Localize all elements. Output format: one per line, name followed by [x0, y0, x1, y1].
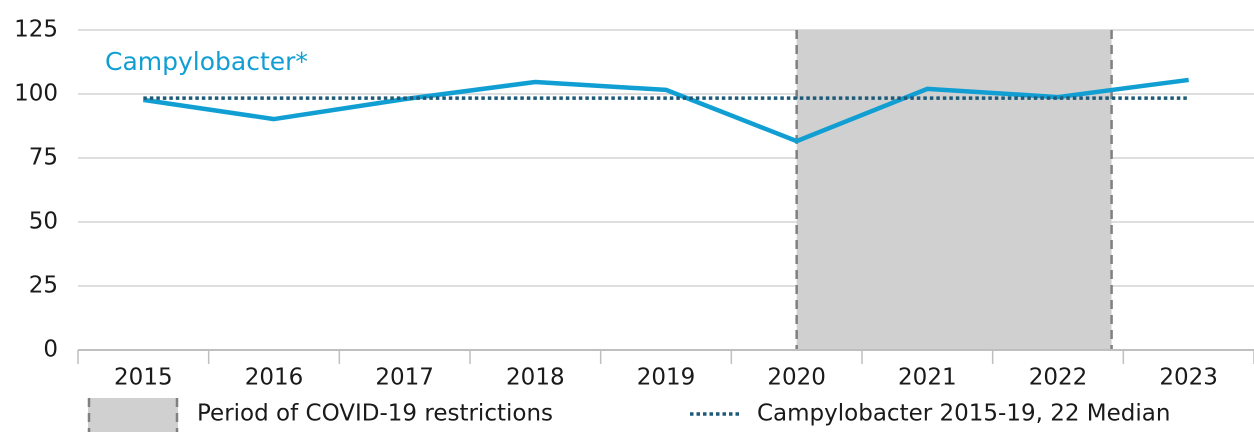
y-tick-label: 75	[29, 145, 58, 171]
series-line	[143, 77, 1189, 144]
y-tick-label: 50	[29, 209, 58, 235]
legend-label: Period of COVID-19 restrictions	[197, 401, 553, 427]
y-tick-label: 100	[14, 81, 58, 107]
x-tick-label: 2022	[1029, 365, 1088, 391]
legend-swatch	[88, 398, 178, 432]
annotation: Campylobacter*	[105, 47, 308, 76]
x-tick-label: 2021	[898, 365, 957, 391]
x-tick-label: 2020	[767, 365, 826, 391]
x-tick-label: 2023	[1159, 365, 1218, 391]
legend-label: Campylobacter 2015-19, 22 Median	[757, 401, 1170, 427]
y-tick-label: 0	[43, 337, 58, 363]
x-tick-label: 2018	[506, 365, 565, 391]
y-tick-label: 125	[14, 17, 58, 43]
x-tick-label: 2016	[245, 365, 304, 391]
x-tick-label: 2017	[375, 365, 434, 391]
y-tick-label: 25	[29, 273, 58, 299]
x-tick-label: 2015	[114, 365, 173, 391]
x-tick-label: 2019	[637, 365, 696, 391]
shaded-period	[796, 30, 1112, 350]
